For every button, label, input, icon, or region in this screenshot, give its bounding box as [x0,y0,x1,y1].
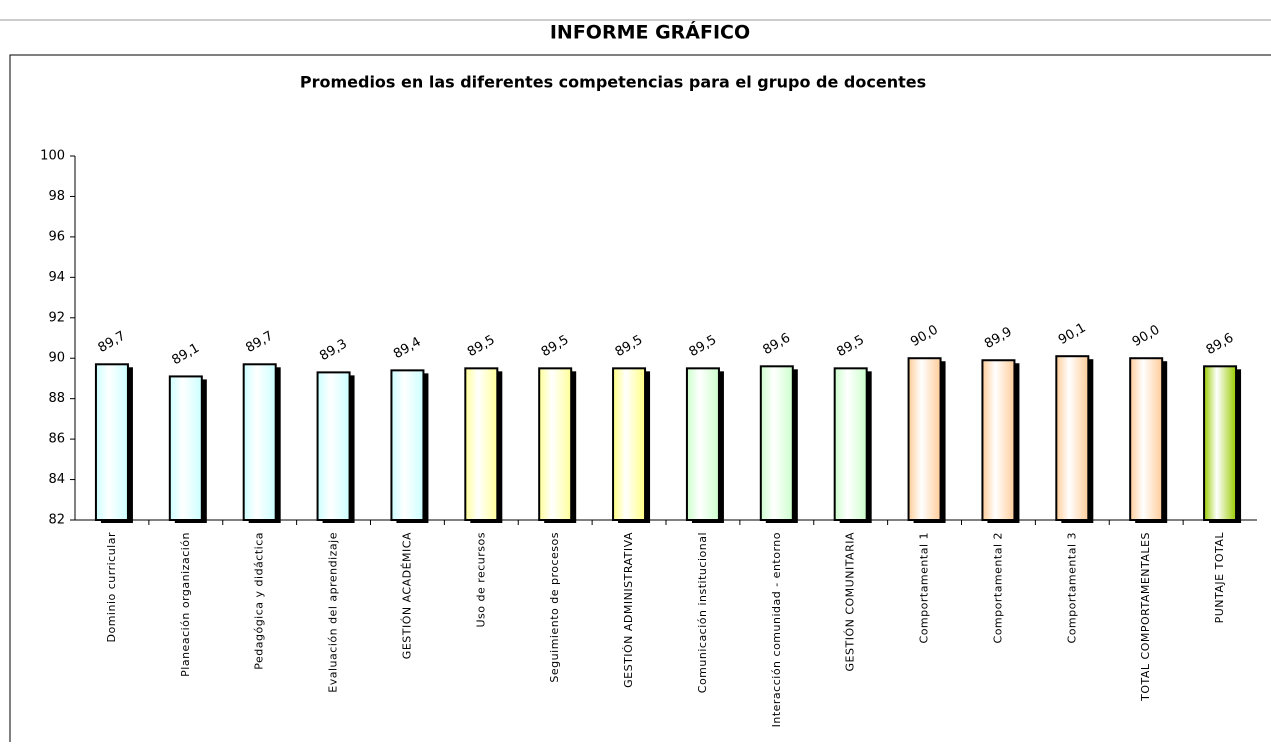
x-tick-label: Planeación organización [179,532,192,677]
chart-frame [9,54,1271,742]
x-tick-label: Seguimiento de procesos [548,532,561,683]
y-tick-label: 90 [48,351,65,366]
data-label: 90,0 [1130,322,1163,349]
x-tick-label: PUNTAJE TOTAL [1213,532,1226,624]
x-tick-label: Interacción comunidad - entorno [770,532,783,727]
x-tick-label: Comportamental 3 [1065,532,1078,643]
bar [907,357,942,521]
y-tick-label: 98 [48,189,65,204]
bar [538,367,573,522]
bar [833,367,868,522]
bar [1129,357,1164,521]
x-tick-label: Dominio curricular [105,532,118,643]
x-tick-label: Comunicación institucional [696,532,709,693]
bar [390,369,425,521]
data-label: 89,6 [1204,331,1237,358]
data-label: 89,7 [243,329,276,356]
bar [94,363,129,521]
y-tick-label: 94 [48,270,65,285]
data-label: 89,5 [465,333,498,360]
x-tick-label: Comportamental 1 [918,532,931,643]
y-tick-label: 88 [48,391,65,406]
page-title: INFORME GRÁFICO [550,21,750,44]
data-label: 89,5 [613,333,646,360]
y-tick-label: 92 [48,310,65,325]
x-tick-label: Uso de recursos [474,532,487,628]
y-tick-label: 86 [48,432,65,447]
data-label: 89,5 [687,333,720,360]
data-label: 89,1 [170,341,203,368]
x-tick-label: GESTIÓN ACADÉMICA [400,532,413,659]
bar [1203,365,1238,521]
bar [464,367,499,522]
data-label: 89,6 [761,331,794,358]
bar [759,365,794,521]
y-tick-label: 100 [40,149,65,164]
x-tick-label: GESTIÓN COMUNITARIA [844,532,857,671]
data-label: 89,4 [391,335,424,362]
data-label: 89,7 [96,329,129,356]
y-tick-label: 84 [48,472,65,487]
x-tick-label: Evaluación del aprendizaje [327,532,340,693]
y-tick-label: 82 [48,513,65,528]
x-tick-label: TOTAL COMPORTAMENTALES [1139,532,1152,702]
x-tick-label: Pedagógica y didáctica [253,532,266,670]
data-label: 90,1 [1056,320,1089,347]
data-label: 89,5 [539,333,572,360]
y-tick-label: 96 [48,229,65,244]
bar [612,367,647,522]
data-label: 89,3 [317,337,350,364]
bar [685,367,720,522]
chart-title: Promedios en las diferentes competencias… [300,73,926,92]
bar [168,375,203,521]
bar [981,359,1016,521]
x-tick-label: GESTIÓN ADMINISTRATIVA [622,532,635,688]
x-tick-label: Comportamental 2 [991,532,1004,643]
bar [242,363,277,521]
bar [1055,355,1090,522]
bar [316,371,351,521]
data-label: 89,5 [834,333,867,360]
data-label: 89,9 [982,325,1015,352]
data-label: 90,0 [908,322,941,349]
